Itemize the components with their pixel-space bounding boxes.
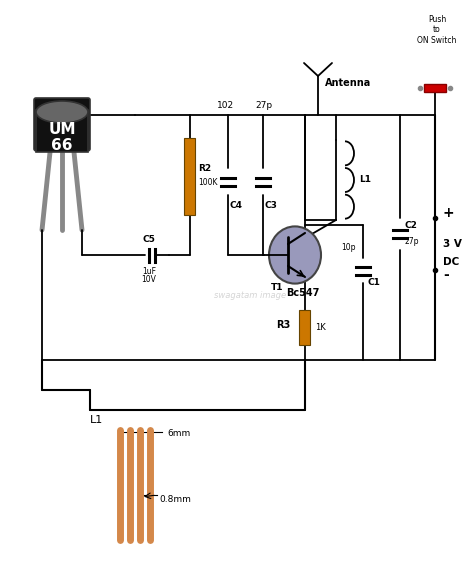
Text: 10V: 10V	[142, 275, 156, 284]
Text: Push
to
ON Switch: Push to ON Switch	[417, 15, 456, 45]
Text: 6mm: 6mm	[167, 430, 190, 438]
Text: Bc547: Bc547	[286, 288, 319, 298]
Text: 66: 66	[51, 139, 73, 153]
Text: C5: C5	[143, 236, 155, 245]
Text: Antenna: Antenna	[325, 78, 371, 88]
Bar	[424, 84, 446, 92]
Text: C1: C1	[368, 278, 381, 287]
Bar	[36, 110, 88, 152]
Text: 1K: 1K	[315, 323, 326, 332]
Text: +: +	[443, 206, 455, 220]
Text: 27p: 27p	[405, 237, 419, 246]
Text: 0.8mm: 0.8mm	[159, 496, 191, 505]
Text: R2: R2	[198, 164, 211, 173]
Text: 3 V: 3 V	[443, 239, 462, 249]
Text: 10p: 10p	[341, 244, 356, 253]
Text: C3: C3	[265, 200, 278, 209]
Bar	[184, 138, 195, 215]
Text: L1: L1	[90, 415, 103, 425]
Text: -: -	[443, 268, 449, 282]
Ellipse shape	[36, 101, 88, 123]
Text: 102: 102	[217, 100, 234, 109]
Text: 1uF: 1uF	[142, 267, 156, 275]
Text: L1: L1	[359, 175, 371, 184]
Text: T1: T1	[271, 283, 283, 292]
Text: swagatam image: swagatam image	[214, 290, 286, 299]
Text: DC: DC	[443, 257, 459, 267]
Text: C2: C2	[405, 222, 418, 231]
Text: 100K: 100K	[198, 178, 218, 187]
Text: UM: UM	[48, 122, 76, 138]
Text: 27p: 27p	[255, 100, 272, 109]
Ellipse shape	[269, 226, 321, 284]
Bar	[300, 310, 310, 345]
FancyBboxPatch shape	[34, 98, 90, 151]
Text: C4: C4	[230, 200, 243, 209]
Text: R3: R3	[276, 319, 290, 329]
